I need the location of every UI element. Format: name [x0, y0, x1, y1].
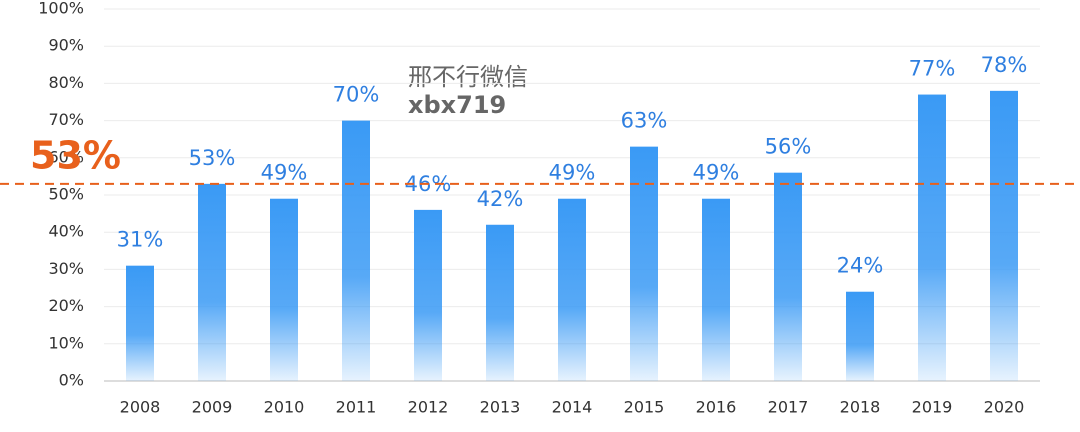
- y-tick-label: 20%: [48, 296, 84, 315]
- y-tick-label: 10%: [48, 333, 84, 352]
- watermark: xbx719: [408, 91, 506, 119]
- value-label: 31%: [117, 228, 164, 252]
- value-label: 56%: [765, 135, 812, 159]
- y-tick-label: 40%: [48, 222, 84, 241]
- y-tick-label: 80%: [48, 73, 84, 92]
- x-tick-label: 2015: [624, 398, 665, 417]
- x-tick-label: 2010: [264, 398, 305, 417]
- watermark: 邢不行微信: [408, 63, 528, 91]
- bar: [702, 198, 730, 381]
- x-tick-label: 2017: [768, 398, 809, 417]
- value-label: 49%: [693, 161, 740, 185]
- x-tick-label: 2018: [840, 398, 881, 417]
- value-label: 53%: [189, 146, 236, 170]
- bar: [486, 224, 514, 381]
- y-tick-label: 30%: [48, 259, 84, 278]
- value-label: 49%: [549, 161, 596, 185]
- y-tick-label: 70%: [48, 110, 84, 129]
- x-tick-label: 2012: [408, 398, 449, 417]
- value-label: 77%: [909, 57, 956, 81]
- x-tick-label: 2009: [192, 398, 233, 417]
- bar: [918, 94, 946, 381]
- value-label: 78%: [981, 53, 1028, 77]
- y-tick-label: 60%: [48, 147, 84, 166]
- value-label: 24%: [837, 254, 884, 278]
- bar: [270, 198, 298, 381]
- bar: [630, 146, 658, 381]
- reference-label: 53%: [30, 133, 121, 177]
- x-tick-label: 2011: [336, 398, 377, 417]
- y-tick-label: 0%: [59, 371, 84, 390]
- x-tick-label: 2014: [552, 398, 593, 417]
- value-label: 70%: [333, 83, 380, 107]
- bar: [846, 291, 874, 381]
- x-tick-label: 2019: [912, 398, 953, 417]
- value-label: 63%: [621, 109, 668, 133]
- bar: [414, 209, 442, 381]
- bar: [126, 265, 154, 381]
- bar: [774, 172, 802, 381]
- bar: [558, 198, 586, 381]
- value-label: 49%: [261, 161, 308, 185]
- x-tick-label: 2008: [120, 398, 161, 417]
- bar: [198, 183, 226, 381]
- y-tick-label: 100%: [38, 0, 84, 18]
- y-tick-label: 50%: [48, 185, 84, 204]
- x-tick-label: 2013: [480, 398, 521, 417]
- x-tick-label: 2020: [984, 398, 1025, 417]
- y-tick-label: 90%: [48, 36, 84, 55]
- bar: [990, 90, 1018, 381]
- bar: [342, 120, 370, 381]
- value-label: 42%: [477, 187, 524, 211]
- x-tick-label: 2016: [696, 398, 737, 417]
